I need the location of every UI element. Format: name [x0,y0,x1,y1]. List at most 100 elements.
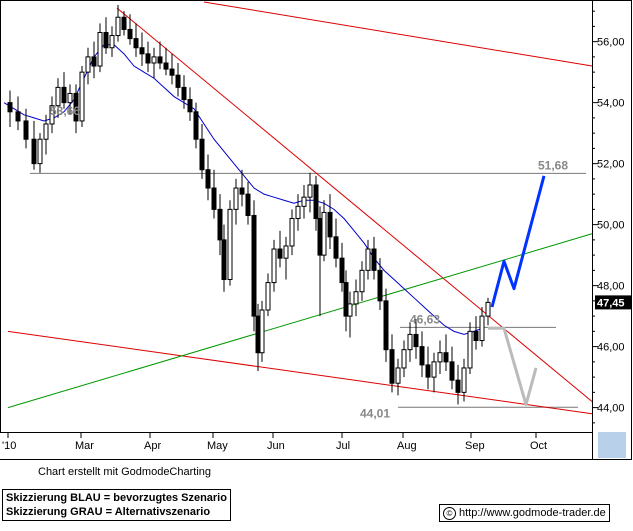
trend-line [116,7,593,402]
legend-gray-scenario: Skizzierung GRAU = Alternativszenario [6,506,211,518]
candle-body [227,208,233,281]
candle-body [157,56,163,64]
candle-body [467,330,473,369]
candle-body [425,364,431,378]
candle-body [395,367,401,384]
legend-blue-scenario: Skizzierung BLAU = bevorzugtes Szenario [6,492,227,504]
candle-body [73,92,79,122]
candle-body [43,123,49,140]
candle-body [239,187,245,195]
x-tick-label: '10 [2,440,16,452]
candle-body [169,68,175,76]
candle-body [259,309,265,354]
candle-body [283,245,289,259]
candle-body [365,248,371,271]
candle-body [79,71,85,122]
y-tick-label: 56,00 [597,37,625,49]
candle-body [479,315,485,342]
candle-body [217,208,223,241]
copyright-icon: © [443,507,456,520]
candle-body [407,333,413,351]
y-tick-label: 48,00 [597,281,625,293]
source-url[interactable]: http://www.godmode-trader.de [459,507,606,519]
x-tick-label: Apr [144,440,161,452]
y-tick-label: 54,00 [597,98,625,110]
candle-body [313,184,319,220]
candle-body [347,303,353,317]
candle-body [163,62,169,70]
candle-body [327,211,333,238]
candle-body [359,269,365,293]
candle-body [97,31,103,67]
trend-line [203,1,593,67]
x-tick-label: Mar [75,440,94,452]
trend-line [7,330,593,415]
candle-body [265,282,271,311]
candle-body [91,56,97,67]
x-tick-label: May [207,440,228,452]
x-tick-label: Oct [530,440,547,452]
trend-line [7,233,593,409]
y-tick-label: 50,00 [597,220,625,232]
candle-body [377,269,383,302]
candle-body [181,86,187,101]
candle-body [199,138,205,171]
candle-body [205,169,211,189]
candle-body [85,56,91,73]
source-url-box[interactable]: © http://www.godmode-trader.de [439,504,610,522]
candle-body [449,361,455,381]
candle-body [389,349,395,384]
candle-body [461,367,467,393]
candle-body [175,74,181,88]
candle-body [371,248,377,271]
candle-body [103,31,109,49]
candle-body [307,184,313,198]
candle-body [121,16,127,30]
candle-body [383,300,389,351]
scenario-legend: Skizzierung BLAU = bevorzugtes Szenario … [2,489,231,521]
price-chart: 56,00 54,00 52,00 50,00 48,00 46,00 44,00 '10 Ma… [0,0,632,460]
candle-body [61,86,67,104]
candle-body [401,349,407,369]
y-tick-label: 46,00 [597,342,625,354]
current-price-tag [595,295,631,310]
candle-body [413,333,419,348]
candle-body [245,193,251,216]
candle-body [251,214,257,317]
candle-body [233,187,239,210]
candle-body [15,111,21,122]
candle-body [485,301,491,317]
candle-body [289,218,295,247]
candle-body [271,248,277,284]
x-tick-label: Jun [267,440,285,452]
current-price-label: 47,45 [597,297,625,309]
y-tick-label: 44,00 [597,403,625,415]
candle-body [353,291,359,305]
candle-body [437,352,443,363]
candle-body [211,187,217,210]
price-annotation: 53,66 [50,104,80,118]
candle-body [443,352,449,363]
candle-body [221,239,227,281]
price-annotation: 51,68 [538,158,568,172]
candle-body [139,47,145,55]
candle-body [37,138,43,165]
candle-body [7,102,13,113]
candle-body [49,105,55,125]
candle-body [255,315,261,354]
candle-body [145,53,151,64]
candle-body [343,282,349,317]
price-annotation: 46,63 [410,312,440,326]
y-axis-frame [592,0,632,460]
candle-body [295,205,301,220]
candle-body [321,211,327,256]
y-tick-label: 52,00 [597,159,625,171]
x-tick-label: Jul [336,440,350,452]
candle-body [455,379,461,393]
candle-body [115,16,121,37]
price-annotation: 44,01 [360,406,390,420]
candle-body [151,56,157,64]
candle-body [127,28,133,40]
candle-body [67,92,73,104]
candle-body [133,38,139,49]
